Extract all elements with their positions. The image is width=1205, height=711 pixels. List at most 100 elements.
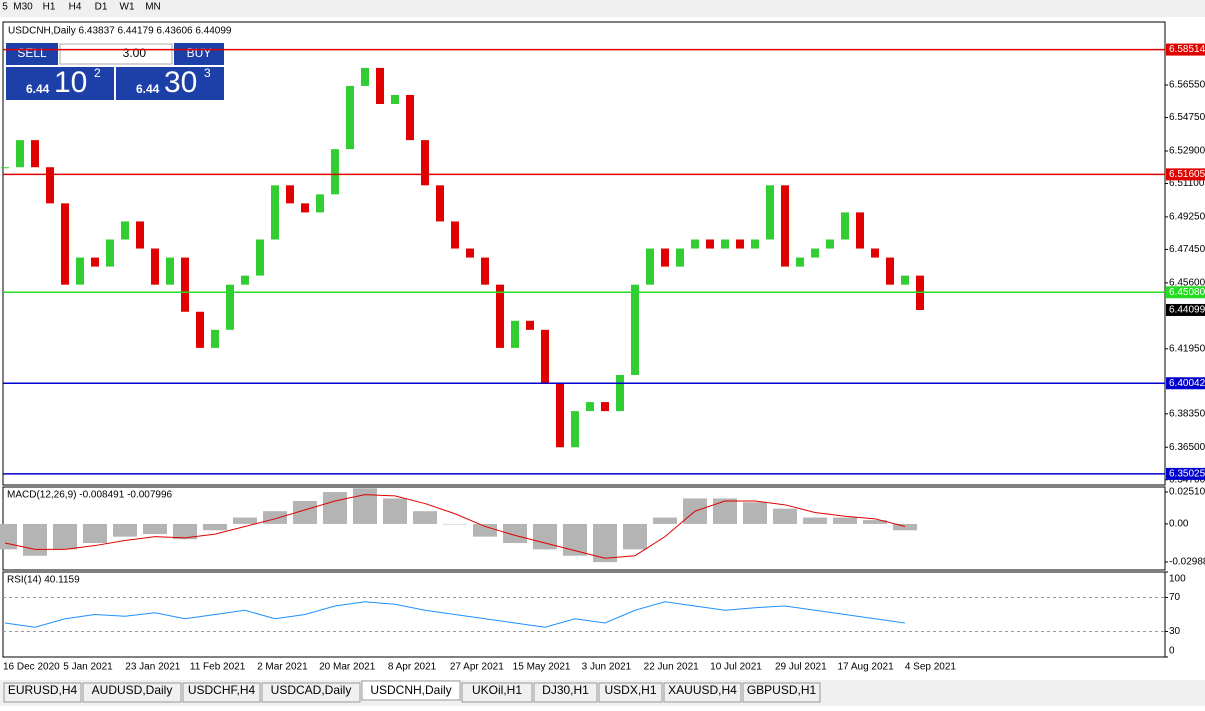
y-tick-label: 30 — [1169, 626, 1181, 637]
candle — [526, 320, 534, 330]
y-tick-label: 6.34700 — [1169, 474, 1205, 485]
bid-box[interactable] — [6, 67, 114, 100]
macd-bar — [233, 517, 257, 524]
tab[interactable] — [461, 682, 533, 703]
tab-label: UKOil,H1 — [472, 683, 522, 697]
candle — [616, 374, 624, 412]
timeframe-button[interactable]: 5 — [2, 2, 8, 13]
candle — [211, 329, 219, 348]
y-tick-label: 6.38350 — [1169, 408, 1205, 419]
x-tick-label: 23 Jan 2021 — [125, 662, 180, 673]
chart-header: USDCNH,Daily 6.43837 6.44179 6.43606 6.4… — [8, 26, 232, 37]
macd-bar — [383, 498, 407, 524]
current-price: 6.44099 — [1169, 305, 1205, 316]
candle — [256, 239, 264, 276]
macd-bar — [353, 488, 377, 524]
toolbar-bg — [0, 0, 1205, 17]
x-tick-label: 20 Mar 2021 — [319, 662, 376, 673]
candle — [121, 221, 129, 240]
candle — [316, 194, 324, 213]
tab[interactable] — [361, 680, 461, 701]
timeframe-button[interactable]: MN — [145, 2, 161, 13]
macd-bar — [53, 523, 77, 550]
level-tag — [1166, 43, 1205, 56]
candle — [871, 248, 879, 258]
x-tick-label: 8 Apr 2021 — [388, 662, 437, 673]
level-label: 6.40042 — [1169, 378, 1205, 389]
tab-bar: EURUSD,H4 AUDUSD,Daily USDCHF,H4 USDCAD,Dai… — [3, 680, 821, 703]
x-tick-label: 11 Feb 2021 — [190, 662, 246, 673]
level-label: 6.58514 — [1169, 44, 1205, 55]
y-tick-label: 6.47450 — [1169, 244, 1205, 255]
sell-label: SELL — [17, 46, 47, 60]
tab[interactable] — [533, 682, 598, 703]
tab-label: AUDUSD,Daily — [92, 683, 173, 697]
rsi-line — [4, 601, 906, 628]
tab-label: XAUUSD,H4 — [668, 683, 737, 697]
candle — [601, 402, 609, 412]
x-tick-label: 15 May 2021 — [513, 662, 571, 673]
candle — [391, 94, 399, 105]
timeframe-button[interactable]: M30 — [13, 2, 33, 13]
ask-box[interactable] — [116, 67, 224, 100]
candle — [151, 248, 159, 285]
tab[interactable] — [663, 682, 742, 703]
macd-bar — [863, 520, 887, 524]
macd-bar — [413, 511, 437, 524]
y-tick-label: 6.45600 — [1169, 277, 1205, 288]
volume-box[interactable] — [59, 43, 173, 65]
bid-frac: 2 — [94, 66, 101, 80]
candle — [886, 257, 894, 285]
candle — [61, 203, 69, 285]
tab[interactable] — [182, 682, 261, 703]
tab[interactable] — [261, 682, 361, 703]
buy-button[interactable] — [174, 43, 224, 65]
timeframe-button[interactable]: D1 — [95, 2, 108, 13]
x-tick-label: 22 Jun 2021 — [644, 662, 699, 673]
x-tick-label: 2 Mar 2021 — [257, 662, 308, 673]
macd-title: MACD(12,26,9) -0.008491 -0.007996 — [7, 490, 173, 501]
x-tick-label: 29 Jul 2021 — [775, 662, 827, 673]
macd-bar — [143, 523, 167, 535]
macd-bar — [113, 523, 137, 537]
candle — [736, 239, 744, 249]
timeframe-button[interactable]: H4 — [69, 2, 82, 13]
candle — [76, 257, 84, 285]
x-tick-label: 4 Sep 2021 — [905, 662, 957, 673]
tab[interactable] — [598, 682, 663, 703]
candle — [451, 221, 459, 249]
candle — [286, 185, 294, 204]
level-tag — [1166, 377, 1205, 390]
x-tick-label: 27 Apr 2021 — [450, 662, 504, 673]
tab[interactable] — [742, 682, 821, 703]
candle — [691, 239, 699, 249]
macd-bar — [503, 523, 527, 544]
candle — [226, 284, 234, 330]
level-tag — [1166, 467, 1205, 480]
tab[interactable] — [3, 682, 82, 703]
candle — [241, 275, 249, 285]
candle — [1, 167, 9, 169]
tab-label: USDCHF,H4 — [188, 683, 256, 697]
candle — [826, 239, 834, 249]
timeframe-button[interactable]: H1 — [43, 2, 56, 13]
sell-button[interactable] — [6, 43, 58, 65]
x-tick-label: 17 Aug 2021 — [838, 662, 895, 673]
tab[interactable] — [82, 682, 182, 703]
candle — [181, 257, 189, 312]
macd-bar — [713, 498, 737, 524]
macd-bar — [323, 492, 347, 524]
tab-label: GBPUSD,H1 — [747, 683, 817, 697]
candle — [586, 402, 594, 412]
level-tag — [1166, 286, 1205, 299]
candle — [661, 248, 669, 267]
tab-label: EURUSD,H4 — [8, 683, 78, 697]
candle — [796, 257, 804, 267]
candle — [346, 85, 354, 150]
y-tick-label: 6.54750 — [1169, 112, 1205, 123]
macd-bar — [623, 523, 647, 550]
level-label: 6.45080 — [1169, 287, 1205, 298]
timeframe-button[interactable]: W1 — [120, 2, 135, 13]
y-tick-label: 0.02510 — [1169, 487, 1205, 498]
candle — [751, 239, 759, 249]
